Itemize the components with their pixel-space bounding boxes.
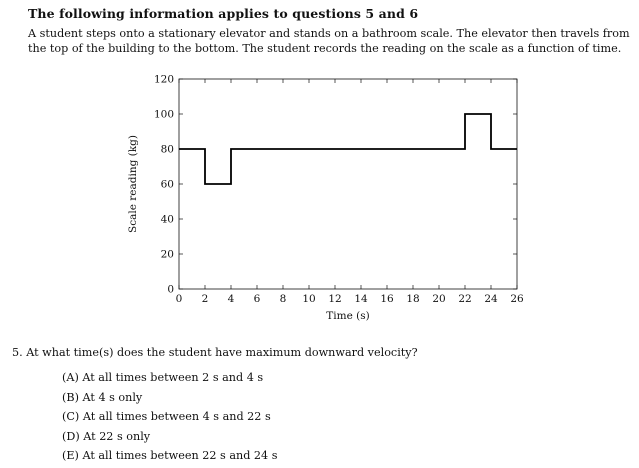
y-tick-label: 80	[161, 144, 174, 156]
x-tick-label: 8	[280, 293, 287, 305]
y-tick-label: 120	[154, 74, 174, 86]
x-tick-label: 16	[380, 293, 394, 305]
x-tick-label: 20	[432, 293, 445, 305]
y-axis-label: Scale reading (kg)	[127, 135, 139, 233]
option-c[interactable]: (C) At all times between 4 s and 22 s	[62, 410, 271, 423]
y-tick-label: 100	[154, 109, 174, 121]
section-heading: The following information applies to que…	[28, 6, 419, 21]
x-tick-label: 22	[458, 293, 471, 305]
x-tick-label: 12	[328, 293, 341, 305]
question-5-text: 5. At what time(s) does the student have…	[12, 346, 418, 359]
x-tick-label: 24	[484, 293, 498, 305]
x-tick-label: 10	[302, 293, 315, 305]
x-axis-label: Time (s)	[326, 310, 369, 322]
x-tick-label: 26	[510, 293, 524, 305]
y-tick-label: 60	[161, 179, 174, 191]
y-tick-label: 20	[161, 249, 174, 261]
x-tick-label: 2	[202, 293, 209, 305]
option-a[interactable]: (A) At all times between 2 s and 4 s	[62, 371, 264, 384]
option-d[interactable]: (D) At 22 s only	[62, 429, 151, 443]
intro-paragraph: A student steps onto a stationary elevat…	[28, 27, 630, 55]
y-tick-label: 0	[167, 284, 174, 296]
plot-frame	[178, 78, 518, 290]
answer-options: (A) At all times between 2 s and 4 s (B)…	[62, 370, 277, 468]
x-tick-label: 6	[254, 293, 261, 305]
x-tick-label: 14	[354, 293, 368, 305]
y-axis-ticks: 0 20 40 60 80 100 120	[154, 74, 517, 296]
x-axis-ticks: 0 2 4 6 8 10 12 14 16 18 20 22 24 26	[176, 79, 524, 305]
x-tick-label: 0	[176, 293, 183, 305]
option-e[interactable]: (E) At all times between 22 s and 24 s	[62, 449, 278, 462]
x-tick-label: 4	[228, 293, 235, 305]
scale-reading-line	[179, 113, 517, 185]
y-tick-label: 40	[161, 214, 174, 226]
option-b[interactable]: (B) At 4 s only	[62, 390, 143, 404]
x-tick-label: 18	[406, 293, 419, 305]
